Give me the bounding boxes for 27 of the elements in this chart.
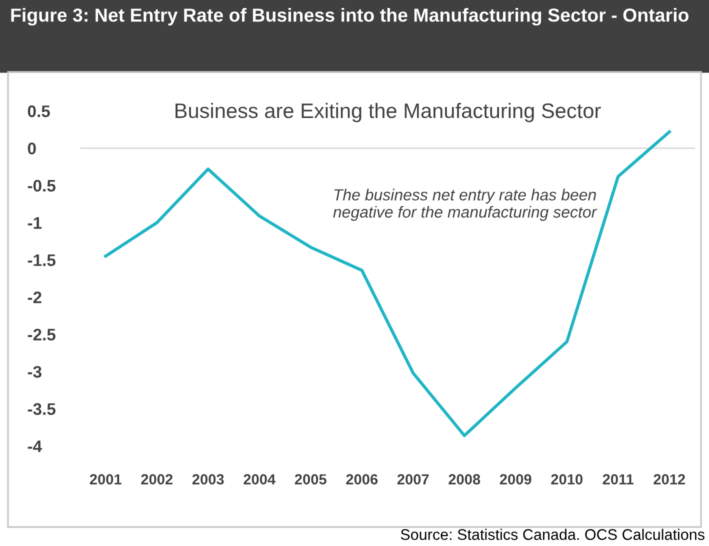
- y-tick-label: 0: [28, 142, 36, 154]
- line-series: [104, 130, 671, 438]
- y-tick-label: -2.5: [28, 328, 56, 341]
- chart-title: Figure 3: Net Entry Rate of Business into the Manufacturing Sector - Ontario: [11, 8, 689, 26]
- y-tick-label: -1: [28, 217, 42, 229]
- x-tick-label: 2010: [551, 474, 582, 484]
- x-tick-label: 2003: [192, 474, 224, 485]
- x-tick-label: 2006: [346, 474, 378, 484]
- y-tick-label: -3.5: [28, 403, 56, 416]
- chart-subtitle: Business are Exiting the Manufacturing Sector: [176, 102, 601, 122]
- y-tick-label: -4: [28, 440, 42, 452]
- y-tick-label: -1.5: [28, 254, 56, 266]
- x-tick-label: 2012: [654, 474, 686, 484]
- y-tick-label: -0.5: [28, 180, 56, 192]
- x-tick-label: 2011: [602, 474, 634, 484]
- x-tick-label: 2001: [90, 474, 122, 484]
- x-tick-label: 2008: [448, 474, 480, 484]
- source-note: Source: Statistics Canada. OCS Calculations: [400, 528, 704, 540]
- y-tick-label: -2: [28, 292, 42, 304]
- x-tick-label: 2002: [141, 474, 173, 484]
- y-tick-label: -3: [28, 366, 42, 378]
- x-tick-label: 2009: [500, 474, 532, 484]
- annotation: The business net entry rate has been negative for the manufacturing sector: [333, 188, 598, 221]
- x-tick-label: 2004: [244, 474, 276, 484]
- y-tick-label: 0.5: [28, 105, 50, 118]
- x-tick-label: 2005: [294, 474, 326, 484]
- x-tick-label: 2007: [397, 474, 429, 484]
